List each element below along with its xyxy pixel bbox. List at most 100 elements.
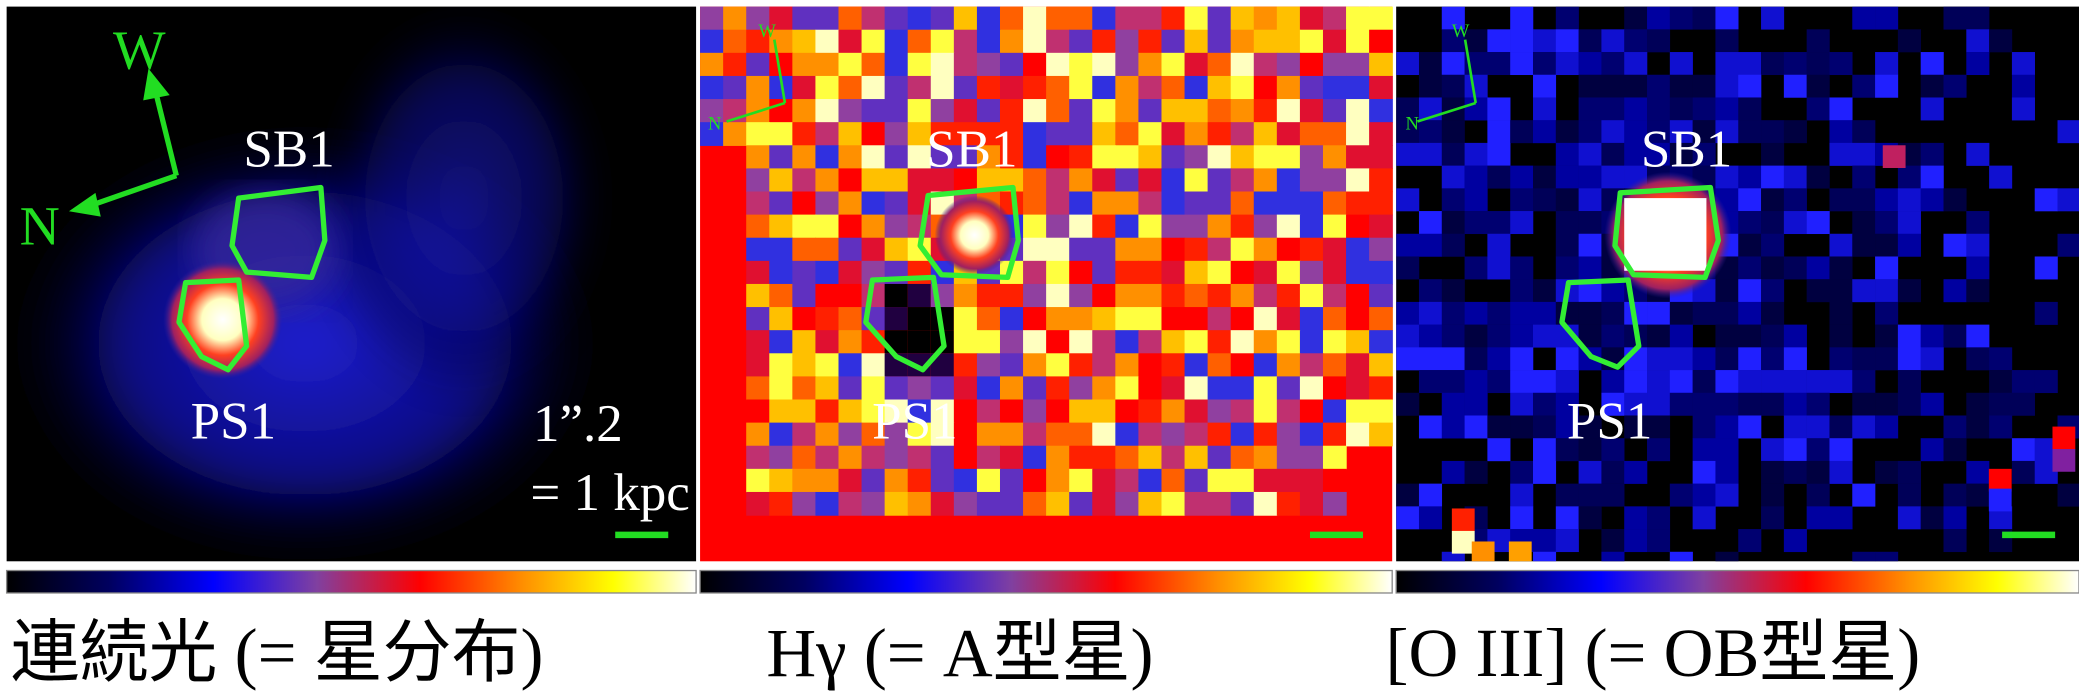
pixel [1346, 353, 1370, 377]
pixel [1369, 145, 1393, 169]
pixel [1369, 53, 1393, 77]
pixel [1465, 256, 1488, 279]
pixel [1556, 370, 1579, 393]
figure: W N W N W N SB1 PS1 1”.2 = 1 kpc SB1 PS1… [0, 0, 2079, 696]
pixel [1419, 120, 1442, 143]
pixel [769, 122, 793, 146]
pixel [2058, 234, 2079, 257]
pixel [1442, 325, 1465, 348]
pixel [1966, 461, 1989, 484]
pixel [1556, 211, 1579, 234]
pixel [862, 191, 886, 215]
pixel [1069, 400, 1093, 424]
pixel [1115, 122, 1139, 146]
pixel [908, 7, 932, 31]
pixel [1875, 325, 1898, 348]
pixel [1875, 256, 1898, 279]
pixel [1231, 307, 1255, 331]
pixel [1323, 122, 1347, 146]
pixel [1784, 325, 1807, 348]
pixel [792, 261, 816, 285]
pixel [792, 53, 816, 77]
pixel [954, 307, 978, 331]
pixel [1300, 376, 1324, 400]
pixel [1419, 75, 1442, 98]
pixel [1419, 143, 1442, 166]
pixel [1161, 469, 1185, 493]
pixel [1161, 122, 1185, 146]
pixel [1369, 284, 1393, 308]
pixel [1419, 415, 1442, 438]
pixel [1624, 7, 1647, 30]
pixel [1510, 302, 1533, 325]
pixel [1670, 97, 1693, 120]
pixel [1300, 423, 1324, 447]
pixel [1829, 52, 1852, 75]
pixel [1115, 99, 1139, 123]
pixel [885, 99, 909, 123]
pixel [723, 53, 747, 77]
pixel [1807, 484, 1830, 507]
pixel [1000, 492, 1024, 516]
pixel [1323, 423, 1347, 447]
pixel [1138, 469, 1162, 493]
pixel [746, 446, 770, 470]
pixel [1852, 166, 1875, 189]
pixel [1369, 215, 1393, 239]
pixel [1761, 325, 1784, 348]
pixel [1442, 347, 1465, 370]
pixel [1966, 415, 1989, 438]
pixel [1092, 353, 1116, 377]
pixel [1300, 215, 1324, 239]
pixel [1761, 7, 1784, 30]
pixel [1533, 52, 1556, 75]
pixel [1966, 29, 1989, 52]
pixel [1277, 99, 1301, 123]
pixel [1300, 492, 1324, 516]
pixel [1000, 7, 1024, 31]
pixel [1693, 7, 1716, 30]
pixel [1346, 122, 1370, 146]
pixel [1254, 423, 1278, 447]
pixel [1023, 353, 1047, 377]
pixel [1761, 143, 1784, 166]
pixel [1069, 261, 1093, 285]
pixel [769, 238, 793, 262]
pixel [1510, 347, 1533, 370]
pixel [1556, 120, 1579, 143]
pixel [1231, 122, 1255, 146]
compass-w: W [113, 20, 166, 82]
pixel [1138, 330, 1162, 354]
pixel [1000, 53, 1024, 77]
pixel [1715, 302, 1738, 325]
pixel [1208, 376, 1232, 400]
pixel [1185, 330, 1209, 354]
pixel [769, 215, 793, 239]
pixel [1442, 461, 1465, 484]
pixel [1323, 215, 1347, 239]
pixel [1346, 307, 1370, 331]
pixel [1452, 531, 1475, 554]
pixel [954, 76, 978, 100]
pixel [1369, 76, 1393, 100]
pixel [792, 469, 816, 493]
pixel [1579, 188, 1602, 211]
pixel [1208, 423, 1232, 447]
pixel [1254, 145, 1278, 169]
pixel [1943, 506, 1966, 529]
pixel [1138, 446, 1162, 470]
pixel [1533, 279, 1556, 302]
pixel [1138, 145, 1162, 169]
pixel [1510, 370, 1533, 393]
pixel [1000, 353, 1024, 377]
pixel [1601, 75, 1624, 98]
pixel [1738, 415, 1761, 438]
pixel [1883, 145, 1906, 168]
pixel [1738, 52, 1761, 75]
pixel [1277, 145, 1301, 169]
pixel [1510, 484, 1533, 507]
pixel [1579, 211, 1602, 234]
pixel [1346, 284, 1370, 308]
pixel [1138, 215, 1162, 239]
pixel [1693, 393, 1716, 416]
